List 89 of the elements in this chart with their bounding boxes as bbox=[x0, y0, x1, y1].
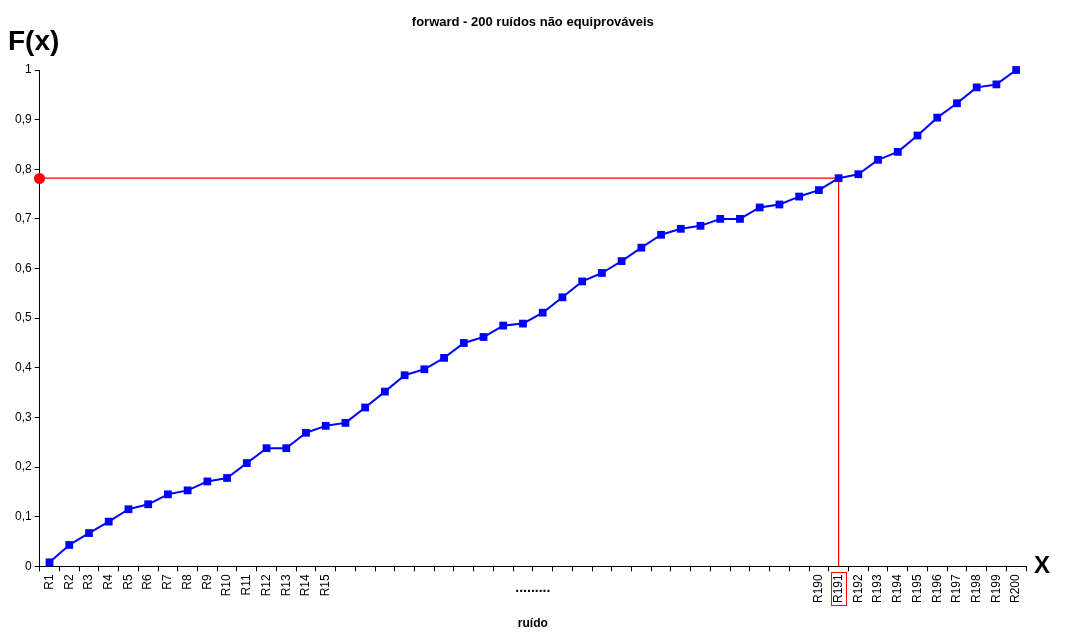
text: ......... bbox=[515, 578, 551, 595]
point bbox=[696, 221, 705, 230]
point bbox=[262, 444, 271, 453]
point bbox=[242, 459, 251, 467]
point bbox=[341, 418, 350, 427]
point bbox=[834, 174, 843, 183]
x-tick-label: R13 bbox=[278, 573, 293, 597]
point bbox=[1012, 66, 1021, 74]
point bbox=[538, 308, 547, 317]
point bbox=[144, 500, 153, 509]
x-tick-label: R11 bbox=[239, 573, 254, 596]
y-tick-label: 0,6 bbox=[14, 260, 32, 275]
point bbox=[814, 186, 823, 194]
point bbox=[302, 428, 310, 437]
x-tick-label: R3 bbox=[81, 573, 96, 590]
point bbox=[282, 444, 291, 453]
x-tick-label: R193 bbox=[870, 573, 885, 603]
y-tick-label: 1 bbox=[24, 62, 32, 77]
point bbox=[854, 170, 863, 179]
x-tick-label: R196 bbox=[929, 573, 944, 603]
point bbox=[124, 505, 133, 514]
x-tick-label: R4 bbox=[101, 573, 116, 590]
y-tick-label: 0,2 bbox=[14, 459, 32, 474]
point bbox=[676, 224, 685, 233]
x-tick-label: R6 bbox=[140, 573, 155, 590]
point bbox=[223, 474, 231, 482]
point bbox=[578, 277, 587, 286]
y-tick-label: 0,3 bbox=[14, 409, 32, 424]
point bbox=[657, 230, 665, 239]
point bbox=[597, 269, 606, 277]
x-tick-label: R195 bbox=[909, 573, 924, 603]
x-tick-label: R198 bbox=[969, 573, 983, 603]
point bbox=[85, 529, 93, 537]
point bbox=[45, 558, 54, 567]
point bbox=[420, 365, 429, 374]
x-tick-label: R191 bbox=[830, 573, 845, 603]
y-tick-label: 0 bbox=[24, 558, 32, 573]
point bbox=[558, 293, 567, 302]
point bbox=[164, 490, 172, 499]
x-axis-title: ruído bbox=[517, 616, 548, 631]
y-tick-label: 0,1 bbox=[14, 508, 32, 523]
x-tick-label: R9 bbox=[199, 573, 214, 590]
x-tick-label: R192 bbox=[850, 573, 865, 603]
point bbox=[519, 319, 527, 328]
x-tick-label: R2 bbox=[61, 573, 76, 590]
point bbox=[104, 517, 113, 526]
point bbox=[874, 155, 882, 164]
text: X bbox=[1034, 550, 1051, 578]
point bbox=[755, 203, 764, 212]
x-tick-label: R14 bbox=[298, 573, 313, 597]
point bbox=[203, 477, 212, 486]
point bbox=[479, 333, 488, 341]
y-tick-label: 0,5 bbox=[14, 310, 32, 325]
point bbox=[400, 371, 409, 380]
x-tick-label: R200 bbox=[1008, 573, 1023, 603]
x-tick-label: R8 bbox=[179, 573, 194, 590]
point bbox=[617, 257, 626, 265]
x-tick-label: R10 bbox=[219, 573, 234, 597]
point bbox=[440, 353, 448, 362]
y-tick-label: 0,9 bbox=[14, 111, 32, 126]
point bbox=[953, 99, 961, 108]
point bbox=[795, 192, 804, 201]
x-tick-label: R5 bbox=[120, 573, 135, 590]
x-tick-label: R197 bbox=[949, 573, 964, 603]
x-tick-label: R12 bbox=[258, 573, 273, 597]
point bbox=[716, 215, 725, 223]
point bbox=[459, 339, 468, 347]
y-tick-label: 0,7 bbox=[14, 211, 32, 226]
point bbox=[499, 321, 508, 330]
point bbox=[972, 83, 981, 92]
point bbox=[933, 113, 942, 122]
x-tick-label: R194 bbox=[890, 573, 905, 603]
point bbox=[381, 387, 389, 396]
point bbox=[65, 541, 74, 549]
y-axis-title: F(x) bbox=[8, 24, 60, 56]
y-tick-label: 0,8 bbox=[14, 161, 32, 176]
point bbox=[893, 148, 902, 156]
point bbox=[183, 486, 192, 495]
x-tick-label: R1 bbox=[41, 573, 56, 590]
x-tick-label: R199 bbox=[988, 573, 1003, 603]
x-tick-label: R7 bbox=[160, 573, 175, 590]
point bbox=[321, 421, 330, 430]
point bbox=[637, 243, 646, 252]
point bbox=[361, 403, 370, 412]
x-tick-label: R190 bbox=[811, 573, 826, 603]
point bbox=[736, 215, 744, 223]
y-tick-label: 0,4 bbox=[14, 360, 32, 375]
x-tick-label: R15 bbox=[318, 573, 333, 597]
chart-title: forward - 200 ruídos não equiprováveis bbox=[411, 13, 654, 29]
